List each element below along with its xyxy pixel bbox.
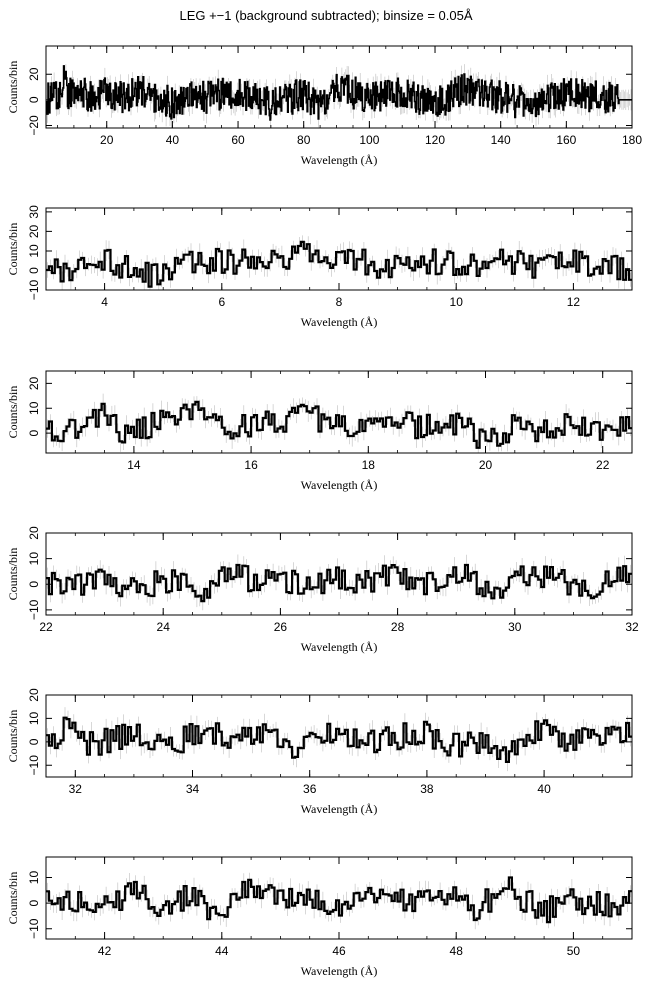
y-tick-label: 0 (27, 96, 41, 103)
x-tick-label: 30 (508, 620, 522, 634)
y-tick-label: −10 (27, 599, 41, 620)
x-minor-ticks (57, 46, 633, 128)
spectrum-line (46, 563, 632, 603)
plot-frame (45, 207, 633, 291)
y-axis-label: Counts/bin (6, 710, 20, 763)
x-axis-label: Wavelength (Å) (301, 478, 378, 492)
x-tick-label: 80 (297, 133, 311, 147)
x-tick-label: 42 (98, 944, 112, 958)
x-tick-label: 22 (596, 458, 610, 472)
spectrum-line (46, 876, 632, 924)
x-tick-label: 26 (274, 620, 288, 634)
x-tick-label: 48 (450, 944, 464, 958)
y-tick-label: 10 (27, 871, 41, 885)
y-tick-label: 20 (27, 376, 41, 390)
y-tick-label: 10 (27, 552, 41, 566)
x-tick-label: 4 (101, 295, 108, 309)
x-tick-label: 18 (362, 458, 376, 472)
x-minor-ticks (45, 371, 633, 453)
y-tick-label: 10 (27, 244, 41, 258)
y-axis-label: Counts/bin (6, 548, 20, 601)
x-tick-label: 50 (567, 944, 581, 958)
x-minor-ticks (45, 208, 633, 290)
x-tick-label: 120 (425, 133, 445, 147)
x-tick-label: 44 (215, 944, 229, 958)
plot-frame (45, 45, 633, 129)
y-tick-label: 20 (27, 526, 41, 540)
x-minor-ticks (45, 857, 633, 939)
x-tick-label: 32 (69, 782, 83, 796)
y-tick-label: 0 (27, 267, 41, 274)
y-tick-label: 20 (27, 224, 41, 238)
x-tick-label: 180 (622, 133, 642, 147)
x-tick-label: 60 (231, 133, 245, 147)
x-tick-label: 40 (537, 782, 551, 796)
spectrum-line (46, 716, 632, 763)
y-tick-label: 10 (27, 401, 41, 415)
x-tick-label: 6 (218, 295, 225, 309)
x-tick-label: 14 (127, 458, 141, 472)
y-tick-label: 0 (27, 738, 41, 745)
y-tick-label: 20 (27, 688, 41, 702)
y-tick-label: −10 (27, 279, 41, 300)
x-axis-label: Wavelength (Å) (301, 964, 378, 978)
y-tick-label: −20 (27, 115, 41, 136)
x-tick-label: 24 (157, 620, 171, 634)
y-tick-label: 0 (27, 581, 41, 588)
x-tick-label: 8 (336, 295, 343, 309)
x-axis-label: Wavelength (Å) (301, 153, 378, 167)
y-tick-label: −10 (27, 755, 41, 776)
x-tick-label: 20 (100, 133, 114, 147)
x-axis-label: Wavelength (Å) (301, 640, 378, 654)
spectrum-line (46, 400, 632, 449)
x-tick-label: 160 (556, 133, 576, 147)
spectrum-line (46, 65, 632, 121)
x-tick-label: 36 (303, 782, 317, 796)
chart-panel-1: 20 40 60 80 100 120 140 160 180 −20 0 20 Wavelength … (6, 45, 642, 167)
chart-panel-4: 22 24 26 28 30 32 −10 0 10 20 Wavelength (Å) Counts… (6, 526, 639, 654)
x-tick-label: 28 (391, 620, 405, 634)
x-tick-label: 46 (332, 944, 346, 958)
chart-panel-3: 14 16 18 20 22 0 10 20 Wavelength (Å) Counts/bin (6, 370, 633, 492)
figure-title: LEG +−1 (background subtracted); binsize… (179, 8, 473, 23)
x-axis-label: Wavelength (Å) (301, 802, 378, 816)
y-tick-label: 10 (27, 711, 41, 725)
plot-frame (45, 856, 633, 940)
x-tick-label: 38 (420, 782, 434, 796)
x-tick-label: 32 (625, 620, 639, 634)
y-axis-label: Counts/bin (6, 61, 20, 114)
x-axis-label: Wavelength (Å) (301, 315, 378, 329)
x-tick-label: 16 (244, 458, 258, 472)
y-axis-label: Counts/bin (6, 872, 20, 925)
chart-panel-5: 32 34 36 38 40 −10 0 10 20 Wavelength (Å) Counts/b… (6, 688, 633, 816)
y-axis-label: Counts/bin (6, 386, 20, 439)
y-tick-label: 20 (27, 67, 41, 81)
x-tick-label: 20 (479, 458, 493, 472)
y-tick-label: 0 (27, 429, 41, 436)
x-tick-label: 34 (186, 782, 200, 796)
x-tick-label: 140 (491, 133, 511, 147)
y-tick-label: 30 (27, 205, 41, 219)
y-tick-label: −10 (27, 918, 41, 939)
plot-frame (45, 370, 633, 454)
x-tick-label: 10 (450, 295, 464, 309)
x-tick-label: 100 (359, 133, 379, 147)
y-tick-label: 0 (27, 899, 41, 906)
x-tick-label: 22 (39, 620, 53, 634)
x-tick-label: 40 (166, 133, 180, 147)
spectrum-line (46, 240, 632, 288)
x-tick-label: 12 (567, 295, 581, 309)
y-axis-label: Counts/bin (6, 223, 20, 276)
chart-panel-2: 4 6 8 10 12 −10 0 10 20 30 Wavelength (Å) Counts/bi… (6, 205, 633, 329)
chart-panel-6: 42 44 46 48 50 −10 0 10 Wavelength (Å) Counts/bin (6, 856, 633, 978)
